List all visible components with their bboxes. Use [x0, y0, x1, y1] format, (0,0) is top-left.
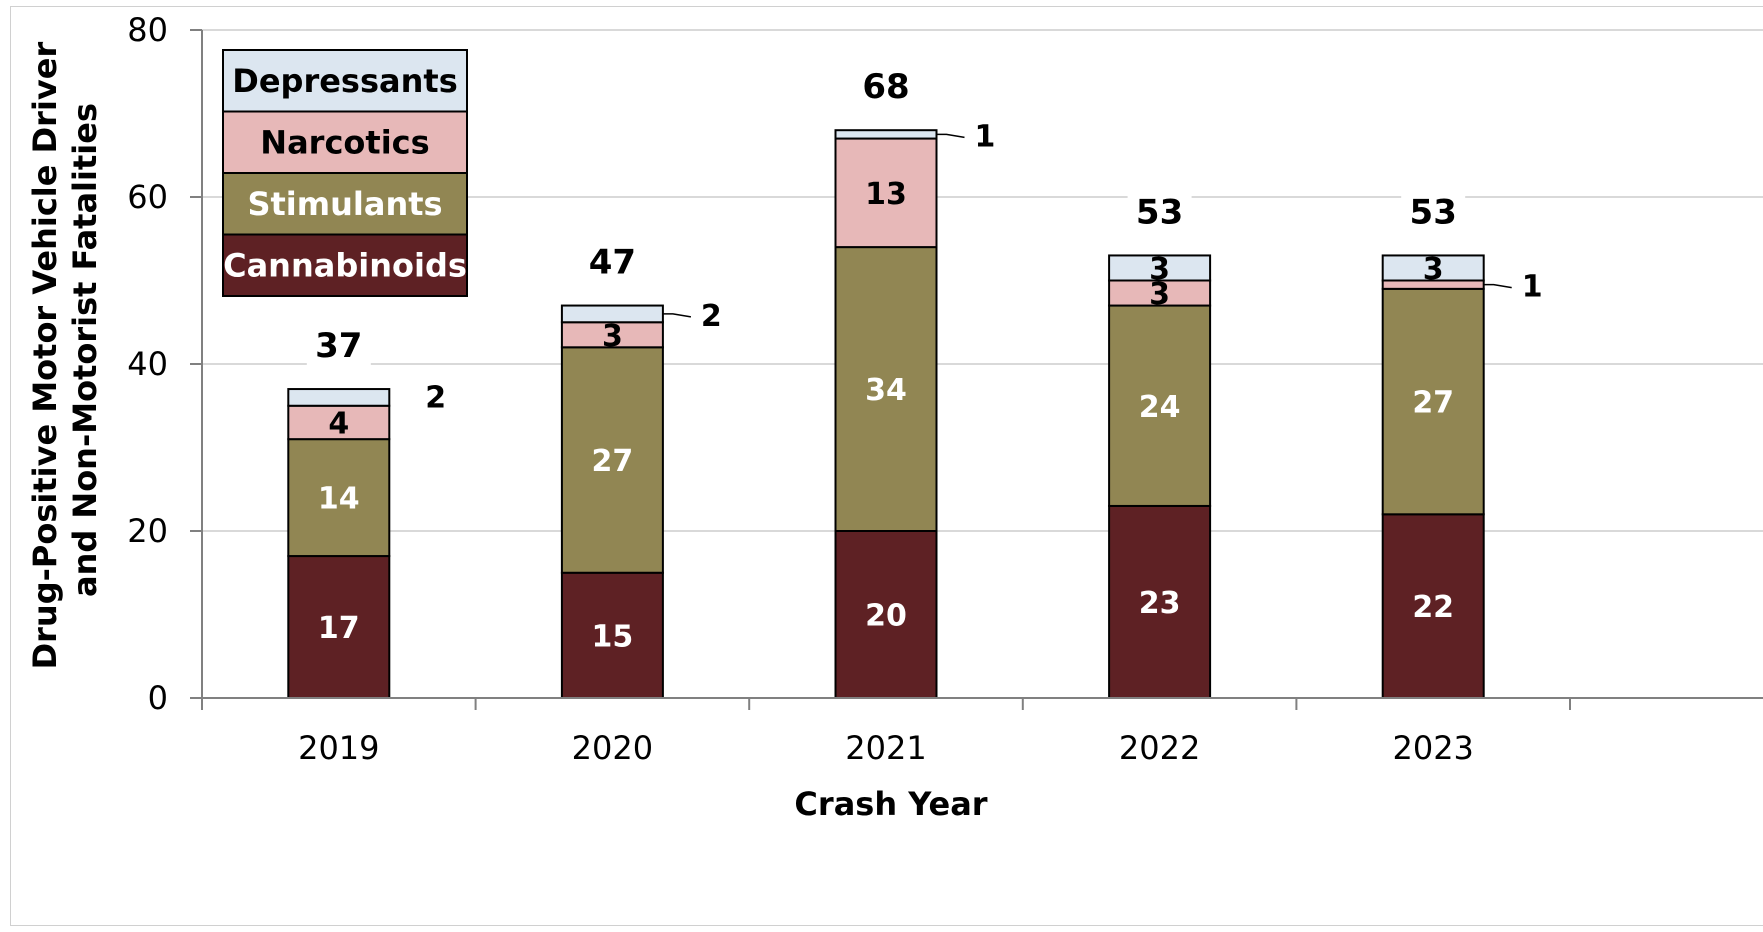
y-tick-label: 60: [127, 178, 168, 216]
data-label-stimulants: 27: [1412, 386, 1454, 421]
y-axis-title-line-2: and Non-Motorist Fatalities: [66, 103, 104, 597]
data-labels: 1714423715273247203413168232433532227135…: [306, 64, 1543, 654]
leader-line: [662, 313, 692, 318]
total-label: 68: [862, 67, 909, 107]
data-label-depressants: 3: [1423, 252, 1444, 287]
bar-segment-stimulants-2022: [1108, 304, 1212, 507]
total-label: 53: [1136, 192, 1183, 232]
bar-segment-stimulants-2020: [560, 346, 664, 574]
data-label-stimulants: 14: [318, 482, 360, 517]
data-label-cannabinoids: 20: [865, 599, 907, 634]
y-tick-label: 40: [127, 345, 168, 383]
total-label: 47: [589, 243, 636, 283]
bar-segment-narcotics-2022: [1108, 279, 1212, 307]
total-label-bg: [1401, 189, 1466, 234]
data-label-stimulants: 34: [865, 373, 907, 408]
x-tick-label: 2021: [845, 729, 926, 767]
data-label-depressants: 1: [975, 119, 996, 154]
x-tick-label: 2023: [1392, 729, 1473, 767]
bar-segment-narcotics-2019: [287, 404, 391, 441]
data-label-narcotics: 13: [865, 177, 907, 212]
data-label-stimulants: 27: [592, 444, 634, 479]
bar-segment-cannabinoids-2021: [834, 530, 938, 699]
data-label-depressants: 3: [1149, 252, 1170, 287]
y-tick-label: 80: [127, 11, 168, 49]
x-tick-label: 2019: [298, 729, 379, 767]
data-label-cannabinoids: 23: [1139, 586, 1181, 621]
data-label-narcotics: 3: [602, 319, 623, 354]
data-label-stimulants: 24: [1139, 390, 1181, 425]
bars: [287, 129, 1485, 700]
leader-line: [936, 133, 965, 139]
y-tick-label: 20: [127, 512, 168, 550]
x-tick-label: 2022: [1119, 729, 1200, 767]
total-label: 37: [315, 326, 362, 366]
total-label-bg: [854, 64, 918, 109]
data-label-cannabinoids: 17: [318, 611, 360, 646]
bar-segment-cannabinoids-2020: [560, 571, 664, 699]
data-label-depressants: 2: [425, 380, 446, 415]
data-label-narcotics: 1: [1522, 270, 1543, 305]
bar-segment-stimulants-2019: [287, 438, 391, 558]
legend-label-stimulants: Stimulants: [247, 185, 442, 223]
leader-line: [1483, 283, 1512, 289]
legend-label-depressants: Depressants: [232, 62, 457, 100]
bar-segment-narcotics-2021: [834, 137, 938, 249]
data-label-narcotics: 3: [1149, 277, 1170, 312]
bar-segment-depressants-2023: [1381, 254, 1485, 282]
data-label-cannabinoids: 22: [1412, 590, 1454, 625]
bar-segment-cannabinoids-2022: [1108, 504, 1212, 700]
legend-swatch-stimulants: [222, 172, 468, 236]
y-axis-title: Drug-Positive Motor Vehicle Driver and N…: [26, 31, 104, 670]
legend: Depressants Narcotics Stimulants Cannabinoi…: [222, 49, 468, 297]
legend-swatch-cannabinoids: [222, 233, 468, 297]
total-label-bg: [306, 323, 371, 368]
bar-segment-cannabinoids-2019: [287, 555, 391, 699]
data-label-depressants: 2: [701, 299, 722, 334]
data-label-narcotics: 4: [328, 406, 349, 441]
bar-segment-depressants-2019: [287, 388, 391, 407]
data-label-cannabinoids: 15: [592, 619, 634, 654]
bar-segment-depressants-2022: [1108, 254, 1212, 282]
legend-label-cannabinoids: Cannabinoids: [223, 246, 467, 284]
bar-segment-stimulants-2023: [1381, 287, 1485, 516]
x-tick-label: 2020: [572, 729, 653, 767]
y-tick-label: 0: [148, 679, 168, 717]
legend-swatch-narcotics: [222, 110, 468, 174]
y-axis-title-line-1: Drug-Positive Motor Vehicle Driver: [26, 42, 64, 670]
bar-segment-cannabinoids-2023: [1381, 513, 1485, 699]
x-axis-title: Crash Year: [794, 785, 987, 823]
total-label-bg: [1127, 189, 1192, 234]
legend-label-narcotics: Narcotics: [260, 123, 429, 161]
bar-segment-stimulants-2021: [834, 246, 938, 532]
total-label-bg: [580, 239, 645, 284]
total-label: 53: [1410, 192, 1457, 232]
bar-segment-depressants-2021: [834, 129, 938, 140]
